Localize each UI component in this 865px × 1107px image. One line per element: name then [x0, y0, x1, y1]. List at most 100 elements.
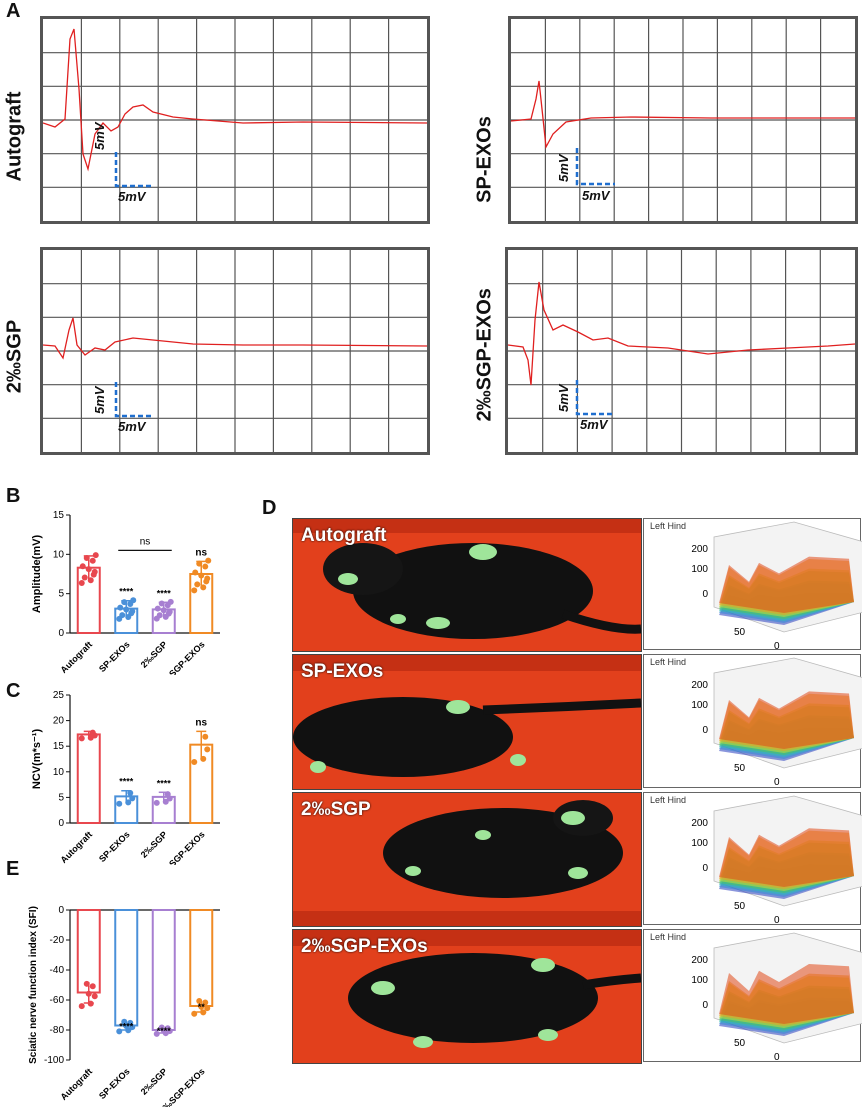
y-tick-label: 0 [58, 628, 64, 639]
data-point [202, 733, 209, 740]
panel-letter-c: C [6, 680, 21, 702]
data-point [205, 557, 212, 564]
y-tick-label: -100 [44, 1055, 64, 1066]
z-tick-label: 0 [702, 1000, 708, 1011]
trace-grid-sp-exos [508, 16, 858, 224]
data-point [123, 606, 130, 613]
z-tick-label: 100 [691, 838, 708, 849]
z-tick-label: 100 [691, 700, 708, 711]
x-tick-label: 50 [734, 1038, 746, 1049]
data-point [191, 758, 198, 765]
y-tick-label: 5 [58, 792, 64, 803]
y-axis-label: Sciatic nerve function index (SFI) [28, 906, 39, 1064]
gait-label-sp-exos: SP-EXOs [301, 661, 384, 682]
x-tick-label: 0 [774, 1052, 780, 1063]
panel-letter-e: E [6, 858, 20, 880]
data-point [87, 734, 94, 741]
data-point [83, 554, 90, 561]
x-category-label: Autograft [58, 1066, 94, 1102]
data-point [196, 560, 203, 567]
y-tick-label: 10 [53, 549, 65, 560]
scale-h-label: 5mV [118, 189, 146, 204]
significance-label: **** [157, 588, 172, 598]
data-point [198, 572, 205, 579]
y-tick-label: 5 [58, 589, 64, 600]
scale-bar-sgp [114, 382, 152, 418]
y-tick-label: 15 [53, 510, 65, 521]
gait-label-sgp: 2‰SGP [301, 799, 371, 820]
x-tick-label: 0 [774, 915, 780, 926]
z-tick-label: 200 [691, 680, 708, 691]
y-tick-label: -40 [50, 965, 65, 976]
x-category-label: 2‰SGP [139, 1066, 169, 1096]
x-category-label: SP-EXOs [97, 829, 132, 864]
x-category-label: 2‰SGP [139, 829, 169, 859]
emg-trace [508, 281, 855, 386]
data-point [204, 1005, 211, 1012]
data-point [200, 755, 207, 762]
data-point [117, 604, 124, 611]
gait-label-autograft: Autograft [301, 525, 387, 546]
data-point [89, 729, 96, 736]
surface-band [719, 556, 854, 613]
data-point [200, 584, 207, 591]
data-point [85, 566, 92, 573]
data-point [121, 1018, 128, 1025]
significance-label: ** [198, 1002, 206, 1012]
x-category-label: Autograft [58, 829, 94, 865]
x-tick-label: 50 [734, 627, 746, 638]
y-tick-label: 15 [53, 741, 65, 752]
x-tick-label: 0 [774, 777, 780, 788]
panel-letter-b: B [6, 485, 21, 507]
significance-label: ns [195, 547, 207, 558]
x-tick-label: 50 [734, 763, 746, 774]
chart-ncv: 0 5 10 15 20 25 NCV(m*s⁻¹) Autograft **** SP-EXOs… [31, 690, 220, 865]
gait-label-sgp-exos: 2‰SGP-EXOs [301, 936, 428, 957]
z-tick-label: 0 [702, 863, 708, 874]
x-category-label: Autograft [58, 639, 94, 675]
data-point [158, 600, 165, 607]
x-tick-label: 50 [734, 901, 746, 912]
data-point [116, 1028, 123, 1035]
data-point [78, 580, 85, 587]
y-tick-label: -20 [50, 935, 65, 946]
z-tick-label: 100 [691, 975, 708, 986]
data-point [162, 798, 169, 805]
x-category-label: SP-EXOs [97, 639, 132, 674]
plot3d-sgp-exos: Left Hind 200100050500 [643, 929, 865, 1063]
data-point [158, 1024, 165, 1031]
bar [151, 909, 176, 1031]
significance-label: **** [119, 1022, 134, 1032]
data-point [125, 799, 132, 806]
data-point [78, 735, 85, 742]
trace-svg-sp-exos [511, 19, 855, 221]
bar [76, 733, 101, 824]
data-point [79, 563, 86, 570]
bracket-label: ns [140, 536, 151, 547]
data-point [153, 799, 160, 806]
emg-trace [43, 317, 427, 360]
z-tick-label: 0 [702, 725, 708, 736]
data-point [200, 1009, 207, 1016]
data-point [81, 574, 88, 581]
data-point [128, 610, 135, 617]
data-point [78, 1003, 85, 1010]
data-point [130, 597, 137, 604]
y-tick-label: 20 [53, 716, 65, 727]
scale-h-label: 5mV [118, 419, 146, 434]
z-tick-label: 0 [702, 589, 708, 600]
scale-bar-sgp-exos [575, 380, 615, 416]
data-point [167, 598, 174, 605]
scale-v-label: 5mV [92, 386, 107, 414]
y-tick-label: 0 [58, 905, 64, 916]
data-point [87, 577, 94, 584]
gait-photo-autograft: Autograft [292, 518, 642, 652]
panel-letter-a: A [6, 0, 21, 22]
data-point [191, 587, 198, 594]
data-point [89, 983, 96, 990]
significance-label: **** [119, 587, 134, 597]
data-point [192, 569, 199, 576]
data-point [154, 605, 161, 612]
data-point [196, 998, 203, 1005]
significance-label: **** [119, 777, 134, 787]
